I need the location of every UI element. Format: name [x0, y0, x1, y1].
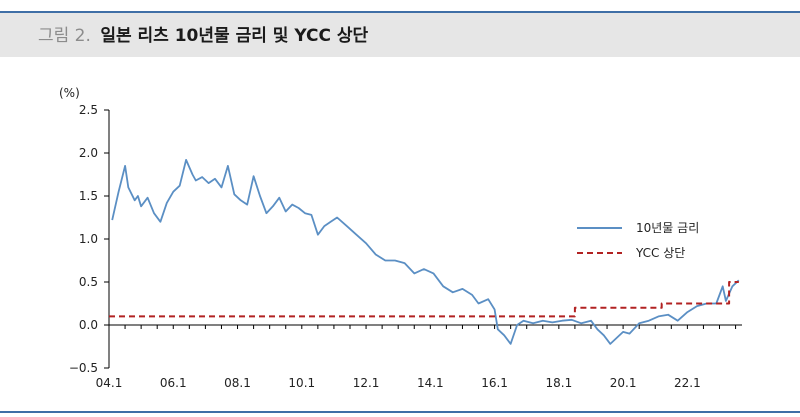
x-tick-label: 20.1	[610, 376, 637, 390]
chart-legend: 10년물 금리 YCC 상단	[577, 221, 699, 260]
figure-header-band	[0, 13, 800, 57]
y-tick-label: 2.5	[79, 103, 98, 117]
y-axis-unit-label: (%)	[59, 86, 80, 100]
x-tick-label: 06.1	[160, 376, 187, 390]
x-tick-label: 04.1	[96, 376, 123, 390]
footer-rule	[0, 411, 800, 413]
y-tick-label: 0.5	[79, 275, 98, 289]
header-top-rule	[0, 11, 800, 13]
legend-label: 10년물 금리	[636, 221, 699, 235]
figure-header: 그림 2. 일본 리츠 10년물 금리 및 YCC 상단	[38, 25, 368, 47]
y-tick-label: 1.0	[79, 232, 98, 246]
x-tick-label: 22.1	[674, 376, 701, 390]
x-tick-label: 12.1	[353, 376, 380, 390]
legend-label: YCC 상단	[635, 246, 685, 260]
plot-axes: (%) −0.5 0.0 0.5 1.0 1.5 2.0 2.5 04.1 06.1 08.1 10.…	[59, 86, 742, 390]
x-tick-label: 10.1	[288, 376, 315, 390]
x-tick-label: 14.1	[417, 376, 444, 390]
series-layer	[109, 158, 740, 345]
x-tick-label: 16.1	[481, 376, 508, 390]
figure-label: 그림 2.	[38, 26, 91, 46]
y-tick-label: 0.0	[79, 318, 98, 332]
x-tick-label: 08.1	[224, 376, 251, 390]
figure-title: 일본 리츠 10년물 금리 및 YCC 상단	[100, 26, 369, 46]
y-tick-label: −0.5	[69, 361, 98, 375]
series-line-10y-yield	[111, 158, 740, 345]
y-tick-label: 1.5	[79, 189, 98, 203]
y-tick-label: 2.0	[79, 146, 98, 160]
series-line-ycc-cap	[109, 281, 739, 318]
x-tick-label: 18.1	[545, 376, 572, 390]
